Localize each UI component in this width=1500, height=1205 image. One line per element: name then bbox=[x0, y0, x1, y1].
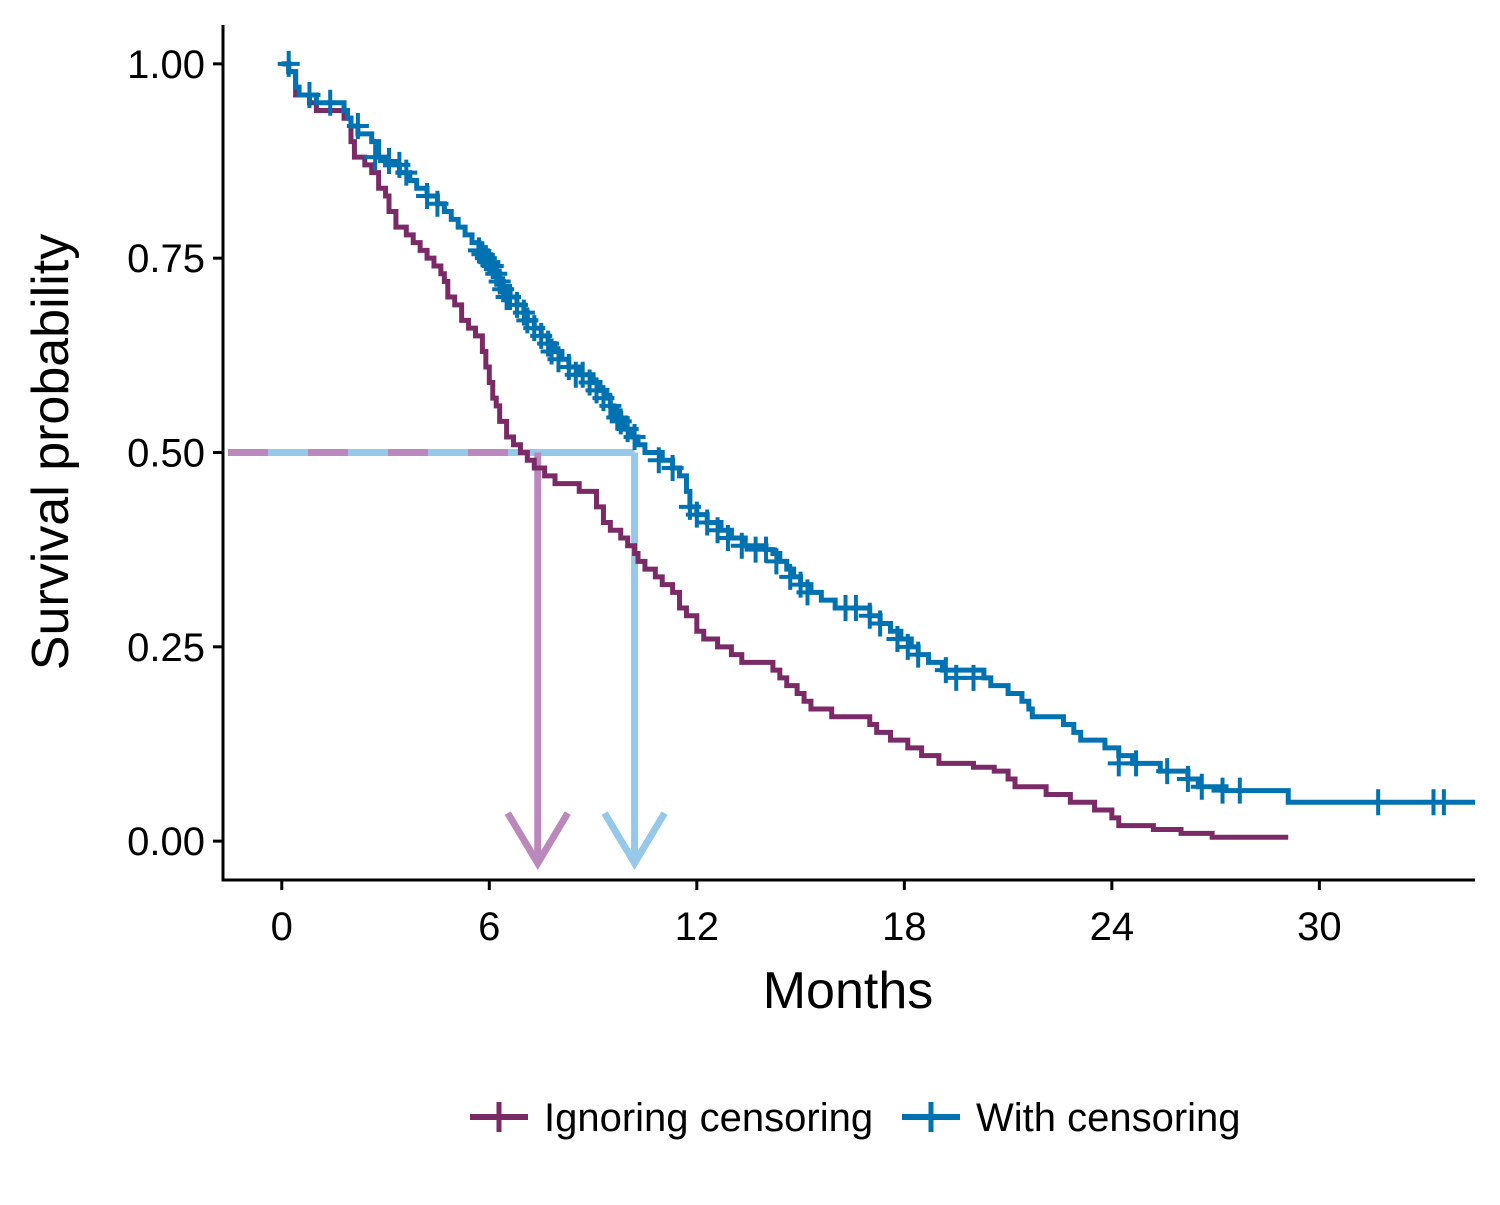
x-tick-label: 18 bbox=[882, 905, 927, 949]
x-tick-label: 6 bbox=[478, 905, 500, 949]
censor-mark bbox=[796, 579, 819, 606]
censor-mark bbox=[1176, 765, 1199, 792]
censor-mark bbox=[1228, 777, 1251, 804]
censor-mark bbox=[730, 532, 753, 559]
censor-mark bbox=[647, 447, 670, 474]
legend-label: Ignoring censoring bbox=[544, 1096, 873, 1140]
censor-mark bbox=[426, 190, 449, 217]
legend: Ignoring censoring With censoring bbox=[470, 1096, 1241, 1140]
y-tick-label: 1.00 bbox=[127, 43, 205, 87]
censor-marks-with-censoring bbox=[277, 50, 1455, 816]
censor-mark bbox=[1367, 789, 1390, 816]
censor-mark bbox=[844, 594, 867, 621]
median-arrow-ignoring-censoring-arrowhead bbox=[504, 811, 571, 870]
censor-mark bbox=[869, 610, 892, 637]
censor-mark bbox=[962, 664, 985, 691]
censor-mark bbox=[319, 89, 342, 116]
x-axis-title: Months bbox=[763, 962, 934, 1020]
axes: 0.00 0.25 0.50 0.75 1.00 0 6 12 18 24 30 bbox=[127, 25, 1475, 949]
censor-mark bbox=[907, 641, 930, 668]
censor-mark bbox=[1125, 750, 1148, 777]
median-arrow-with-censoring-arrowhead bbox=[601, 811, 668, 870]
censor-mark bbox=[1156, 758, 1179, 785]
median-lines bbox=[228, 449, 668, 870]
censor-mark bbox=[277, 50, 300, 77]
series-line-with-censoring bbox=[281, 61, 1475, 805]
censor-mark bbox=[661, 455, 684, 482]
y-tick-label: 0.50 bbox=[127, 432, 205, 476]
x-tick-label: 24 bbox=[1090, 905, 1135, 949]
y-axis-title: Survival probability bbox=[22, 234, 80, 670]
y-tick-label: 0.25 bbox=[127, 626, 205, 670]
censor-mark bbox=[346, 113, 369, 140]
y-tick-label: 0.00 bbox=[127, 820, 205, 864]
series-layer bbox=[277, 50, 1475, 840]
y-tick-label: 0.75 bbox=[127, 237, 205, 281]
censor-mark bbox=[378, 148, 401, 175]
legend-item-with-censoring: With censoring bbox=[902, 1096, 1241, 1140]
censor-mark bbox=[765, 548, 788, 575]
censor-mark bbox=[298, 81, 321, 108]
series-line-ignoring-censoring bbox=[281, 61, 1289, 840]
censor-mark bbox=[364, 144, 387, 171]
legend-label: With censoring bbox=[976, 1096, 1241, 1140]
x-tick-label: 0 bbox=[271, 905, 293, 949]
censor-mark bbox=[395, 159, 418, 186]
legend-item-ignoring-censoring: Ignoring censoring bbox=[470, 1096, 873, 1140]
censor-mark bbox=[623, 423, 646, 450]
censor-mark bbox=[754, 536, 777, 563]
censor-mark bbox=[716, 525, 739, 551]
x-tick-label: 30 bbox=[1297, 905, 1342, 949]
x-tick-label: 12 bbox=[675, 905, 720, 949]
censor-mark bbox=[606, 404, 629, 431]
censor-mark bbox=[1190, 773, 1213, 800]
censor-mark bbox=[1432, 789, 1455, 816]
